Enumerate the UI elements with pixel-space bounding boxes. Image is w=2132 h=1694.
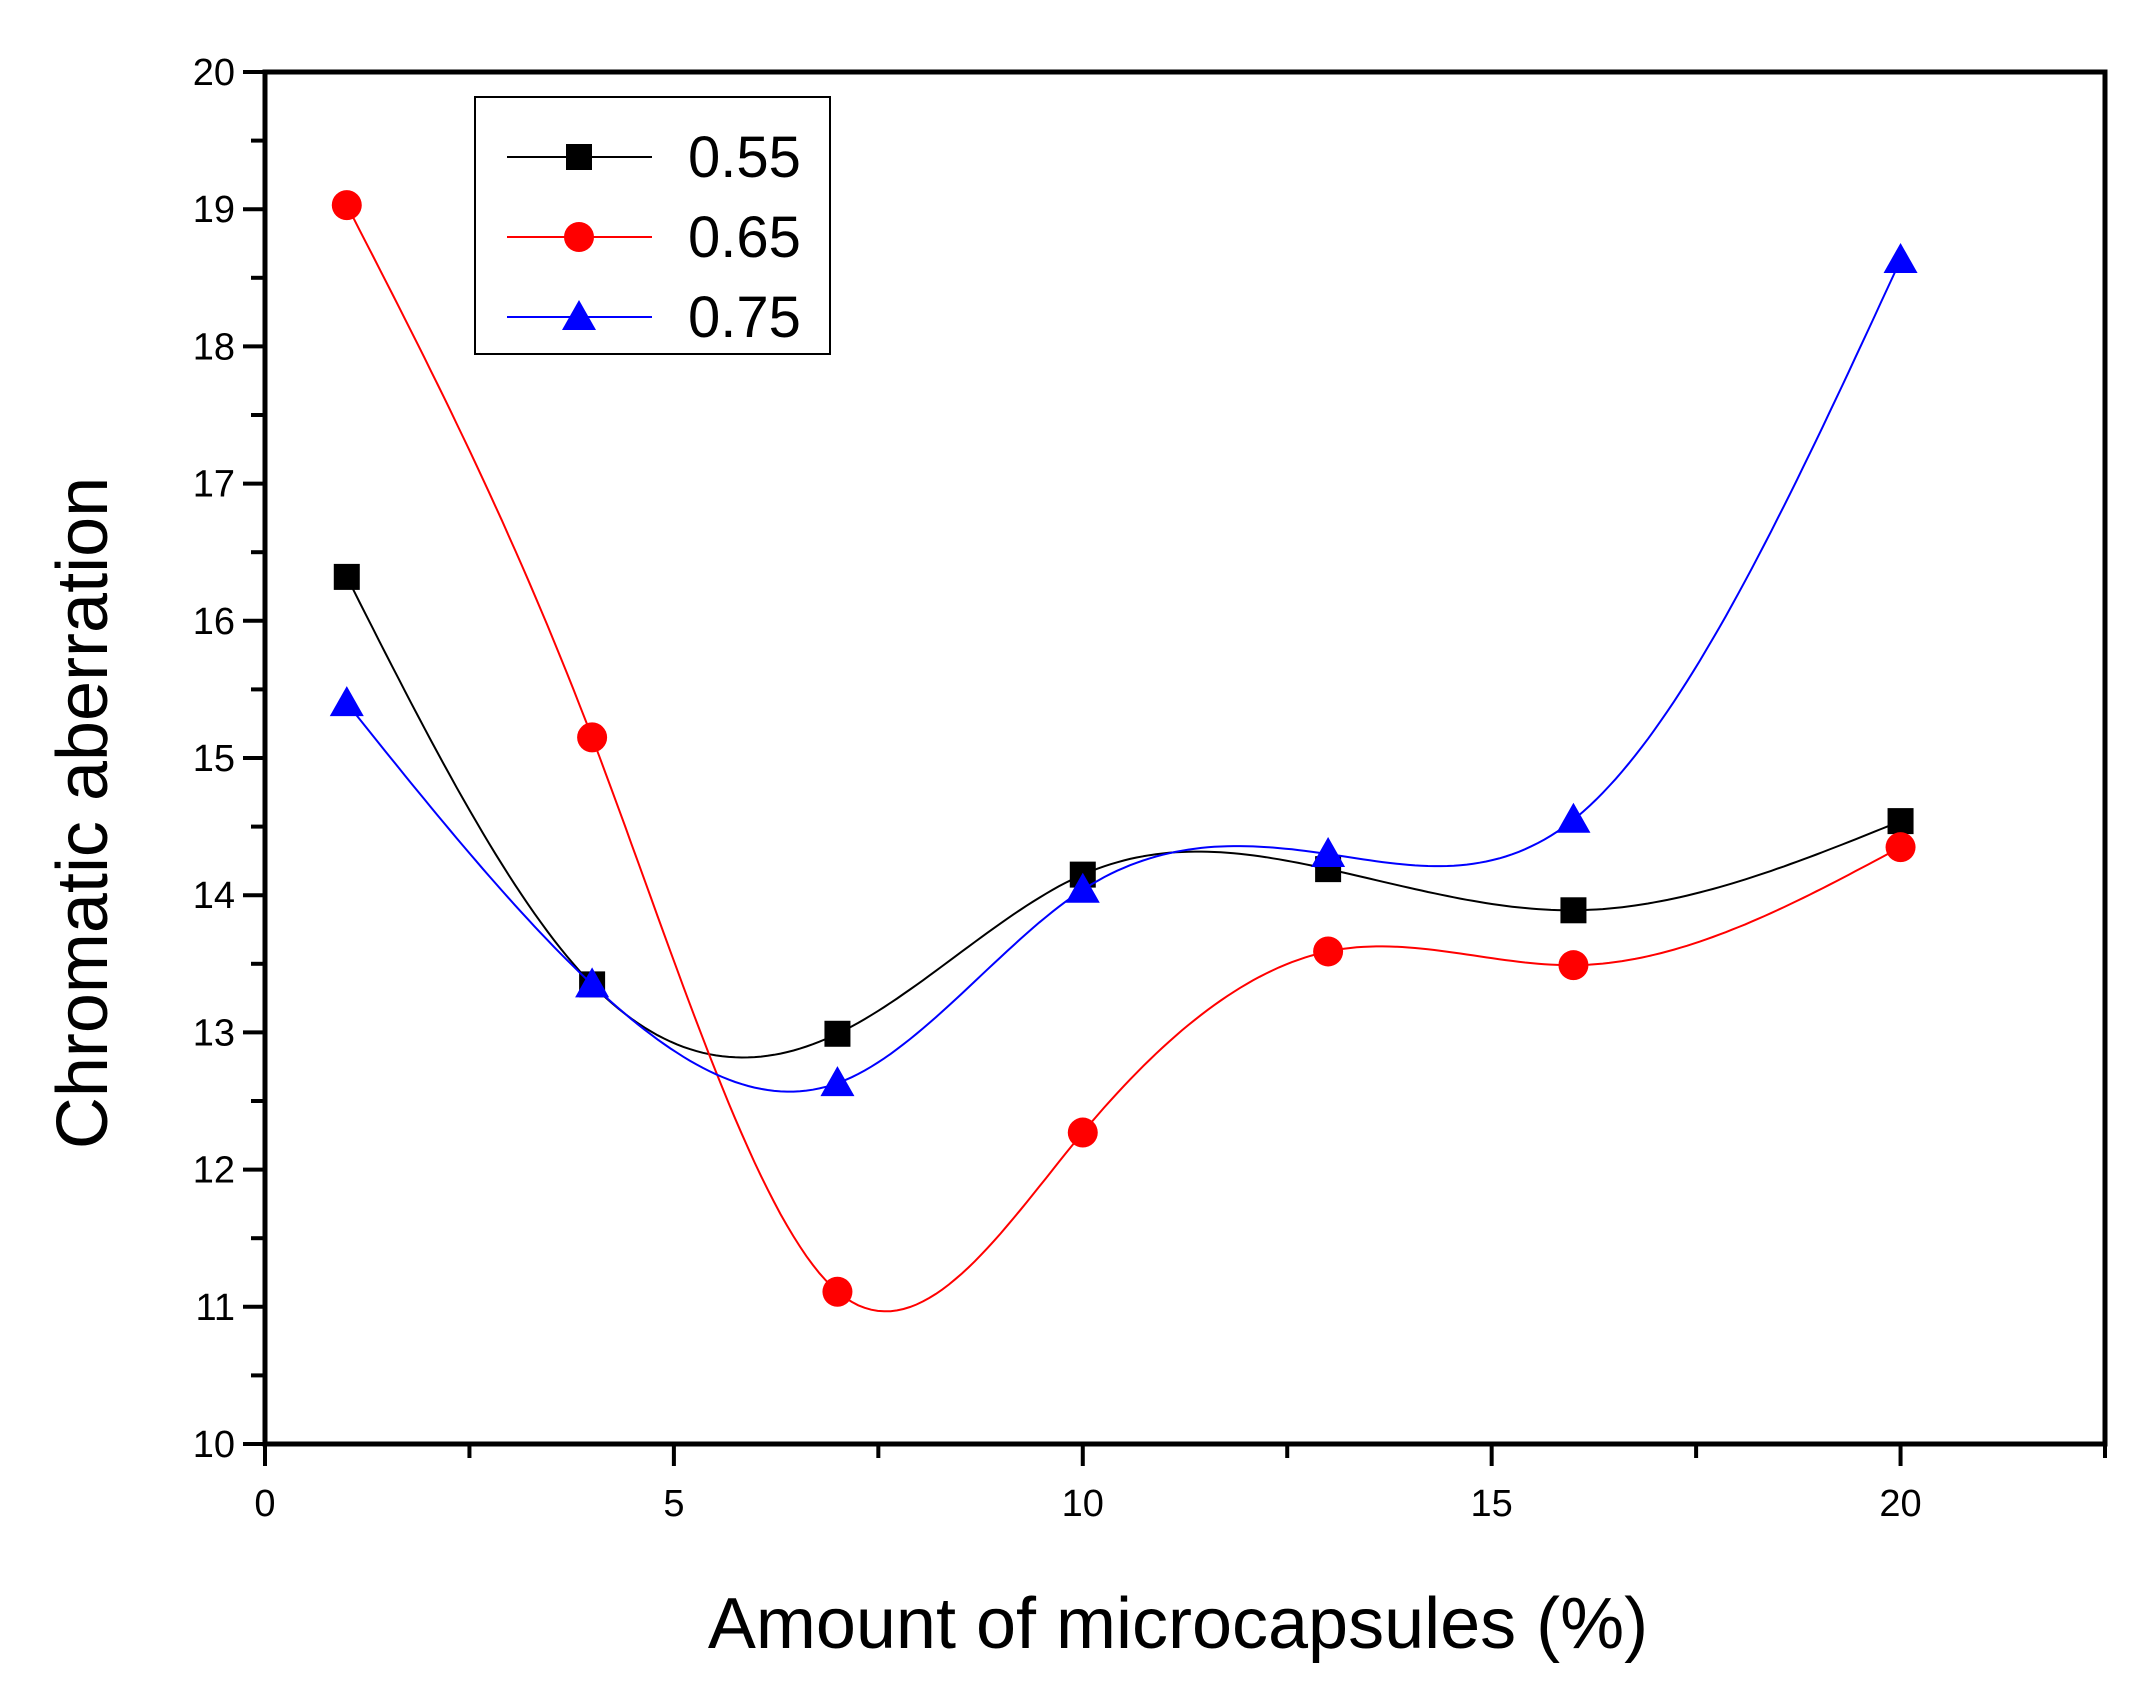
data-point-0.75	[329, 686, 364, 717]
legend-box	[474, 96, 831, 355]
legend-marker-0.65	[564, 222, 594, 252]
y-tick-label: 13	[193, 1012, 235, 1054]
data-point-0.65	[1067, 1117, 1098, 1148]
data-point-0.65	[1313, 936, 1344, 967]
data-point-0.65	[822, 1276, 853, 1307]
y-tick-label: 16	[193, 601, 235, 643]
data-point-0.55	[1887, 808, 1914, 835]
x-axis-title: Amount of microcapsules (%)	[708, 1584, 1648, 1664]
data-point-0.75	[1883, 242, 1918, 273]
data-point-0.65	[331, 190, 362, 221]
legend-marker-0.75	[562, 300, 596, 330]
x-tick-label: 0	[254, 1483, 275, 1525]
x-tick-label: 15	[1471, 1483, 1513, 1525]
data-point-0.75	[1556, 802, 1591, 833]
y-tick-label: 17	[193, 464, 235, 506]
data-point-0.65	[1558, 950, 1589, 981]
data-point-0.65	[1885, 832, 1916, 863]
series-line-0.65	[345, 204, 1902, 1313]
data-point-0.75	[1311, 837, 1346, 868]
y-axis-title: Chromatic aberration	[43, 477, 123, 1149]
y-tick-label: 20	[193, 52, 235, 94]
series-line-0.75	[346, 259, 1902, 1093]
y-tick-label: 11	[196, 1287, 235, 1329]
y-tick-label: 10	[193, 1424, 235, 1466]
y-tick-label: 18	[193, 326, 235, 368]
y-tick-label: 14	[193, 875, 235, 917]
data-point-0.55	[824, 1020, 851, 1047]
legend: 0.55 0.65 0.75	[474, 96, 831, 355]
y-tick-label: 19	[193, 189, 235, 231]
legend-label-0.65: 0.65	[688, 205, 801, 270]
legend-marker-0.55	[566, 144, 592, 170]
plot-area	[329, 190, 1918, 1313]
data-point-0.75	[575, 967, 610, 998]
data-point-0.55	[333, 563, 360, 590]
x-tick-label: 10	[1062, 1483, 1104, 1525]
axes-frame: 0 5 10 15 20 10 11 12 13 14 15 16 17 18 19 20	[193, 52, 2108, 1525]
y-tick-label: 12	[193, 1150, 235, 1192]
legend-label-0.75: 0.75	[688, 285, 801, 350]
x-tick-label: 20	[1879, 1483, 1921, 1525]
data-point-0.55	[1560, 897, 1587, 924]
x-tick-label: 5	[663, 1483, 684, 1525]
data-point-0.65	[577, 722, 608, 753]
data-point-0.75	[820, 1066, 855, 1097]
legend-label-0.55: 0.55	[688, 125, 801, 190]
data-point-0.75	[1065, 872, 1100, 903]
y-tick-label: 15	[193, 738, 235, 780]
